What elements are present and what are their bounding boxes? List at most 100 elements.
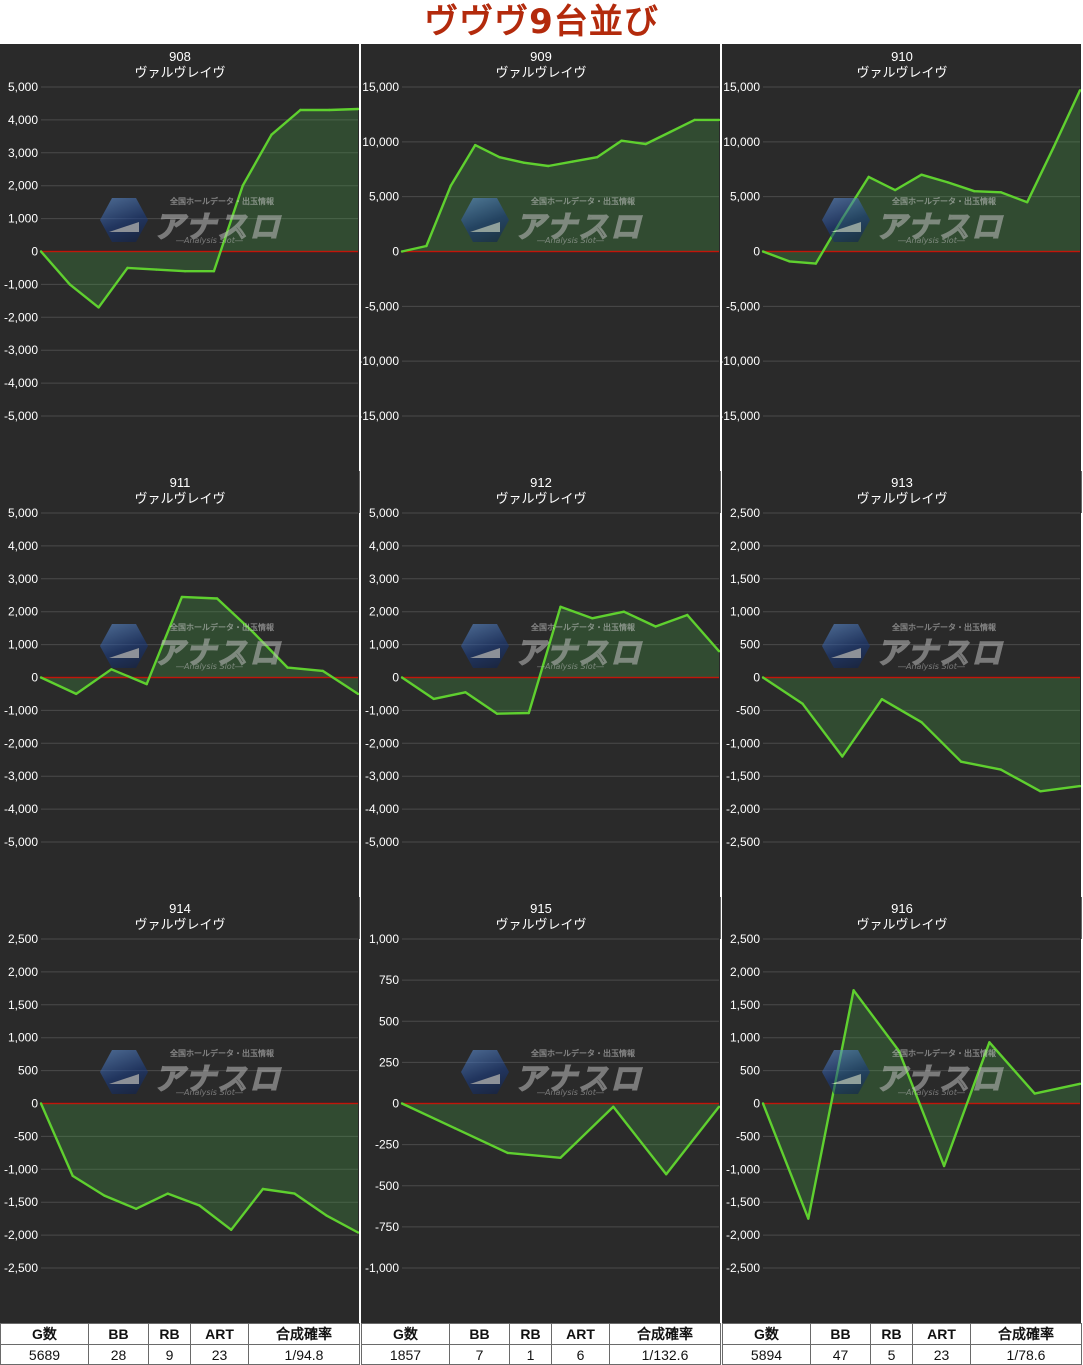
y-tick-label: 10,000 — [362, 135, 399, 149]
unit-number-label: 910 — [891, 49, 913, 64]
logo-hex-icon — [100, 198, 148, 242]
y-tick-label: 0 — [392, 671, 399, 685]
y-tick-label: 2,500 — [730, 932, 760, 946]
data-point — [39, 676, 43, 679]
data-point — [595, 156, 599, 159]
data-point — [867, 175, 870, 179]
y-tick-label: -1,000 — [365, 703, 399, 717]
y-tick-label: 1,500 — [730, 572, 760, 586]
y-tick-label: -2,000 — [4, 736, 38, 750]
logo-main-text: アナスロ — [875, 1061, 1004, 1098]
y-tick-label: 3,000 — [369, 572, 399, 586]
stats-value-cell-prob: 1/78.6 — [970, 1344, 1082, 1365]
y-tick-label: 1,000 — [8, 1031, 38, 1045]
logo-english-text: ―Analysis Slot― — [898, 236, 965, 245]
data-point — [761, 250, 765, 253]
data-point — [166, 1192, 169, 1195]
y-tick-label: -10,000 — [361, 354, 399, 368]
stats-value-cell-games: 1857 — [361, 1344, 450, 1365]
data-point — [622, 610, 626, 613]
y-tick-label: -500 — [14, 1129, 38, 1143]
y-tick-label: -2,000 — [365, 736, 399, 750]
data-point — [946, 181, 950, 184]
logo-english-text: ―Analysis Slot― — [537, 1088, 604, 1097]
logo-hex-icon — [100, 624, 148, 668]
watermark-logo: 全国ホールデータ・出玉情報 アナスロ ―Analysis Slot― — [822, 196, 1022, 248]
data-point — [788, 260, 791, 263]
data-point — [852, 989, 855, 992]
y-tick-label: -1,000 — [4, 703, 38, 717]
y-tick-label: -1,000 — [726, 736, 760, 750]
logo-subtitle: 全国ホールデータ・出玉情報 — [170, 197, 274, 206]
machine-name-label: ヴァルヴレイヴ — [134, 65, 225, 81]
logo-subtitle: 全国ホールデータ・出玉情報 — [531, 1049, 635, 1058]
data-point — [270, 133, 273, 136]
data-point — [68, 283, 72, 286]
data-point — [325, 1214, 328, 1217]
stats-header-cell: BB — [810, 1323, 871, 1345]
data-point — [620, 139, 623, 142]
y-tick-label: -5,000 — [365, 299, 399, 313]
y-tick-label: 500 — [379, 1014, 399, 1028]
stats-value-cell-bb: 7 — [449, 1344, 510, 1365]
stats-value-cell-games: 5894 — [722, 1344, 811, 1365]
stats-header-cell: 合成確率 — [609, 1323, 721, 1345]
y-tick-label: 2,500 — [730, 506, 760, 520]
chart-background — [0, 896, 359, 1323]
y-tick-label: 5,000 — [8, 506, 38, 520]
data-point — [717, 118, 720, 122]
y-tick-label: 2,500 — [8, 932, 38, 946]
data-point — [814, 262, 817, 265]
unit-number-label: 911 — [170, 475, 191, 490]
data-point — [299, 108, 302, 112]
watermark-logo: 全国ホールデータ・出玉情報 アナスロ ―Analysis Slot― — [100, 196, 300, 248]
chart-background — [361, 44, 720, 471]
data-point — [134, 1207, 138, 1210]
chart-background — [361, 896, 720, 1323]
data-point — [474, 143, 477, 147]
logo-main-text: アナスロ — [875, 209, 1004, 246]
logo-subtitle: 全国ホールデータ・出玉情報 — [892, 623, 996, 632]
stats-header-cell: BB — [88, 1323, 149, 1345]
stats-value-cell-art: 23 — [912, 1344, 971, 1365]
logo-main-text: アナスロ — [153, 635, 282, 672]
logo-english-text: ―Analysis Slot― — [176, 1088, 243, 1097]
unit-number-label: 913 — [891, 475, 913, 490]
logo-hex-icon — [822, 1050, 870, 1094]
y-tick-label: -15,000 — [722, 409, 760, 423]
data-point — [1078, 784, 1081, 788]
y-tick-label: -1,500 — [726, 1195, 760, 1209]
data-point — [212, 270, 216, 273]
machine-name-label: ヴァルヴレイヴ — [856, 491, 947, 507]
data-point — [559, 605, 562, 608]
y-tick-label: -1,000 — [4, 277, 38, 291]
y-tick-label: 10,000 — [723, 135, 760, 149]
stats-value-cell-art: 23 — [190, 1344, 249, 1365]
y-tick-label: 0 — [753, 671, 760, 685]
y-tick-label: 0 — [392, 1097, 399, 1111]
y-tick-label: -5,000 — [365, 835, 399, 849]
data-point — [180, 595, 184, 599]
data-point — [506, 1151, 509, 1155]
series-area — [41, 1103, 358, 1233]
watermark-logo: 全国ホールデータ・出玉情報 アナスロ ―Analysis Slot― — [100, 622, 300, 674]
chart-panel-911: 911 ヴァルヴレイヴ 5,000 4,000 3,000 2,000 1,000 0 -1,0… — [0, 470, 361, 939]
chart-background — [0, 44, 359, 471]
watermark-logo: 全国ホールデータ・出玉情報 アナスロ ―Analysis Slot― — [822, 622, 1022, 674]
data-point — [717, 1105, 720, 1108]
stats-table: G数 BB RB ART 合成確率 1857 7 1 6 1/132.6 — [361, 1323, 721, 1365]
data-point — [693, 118, 696, 122]
y-tick-label: -500 — [375, 1179, 399, 1193]
y-tick-label: -1,500 — [726, 769, 760, 783]
data-point — [1078, 89, 1081, 92]
data-point — [665, 1173, 668, 1176]
data-point — [261, 1187, 265, 1191]
data-point — [999, 191, 1002, 194]
data-point — [241, 184, 244, 187]
logo-main-text: アナスロ — [875, 635, 1004, 672]
series-area — [41, 109, 358, 308]
data-point — [959, 760, 963, 763]
data-point — [893, 188, 897, 192]
